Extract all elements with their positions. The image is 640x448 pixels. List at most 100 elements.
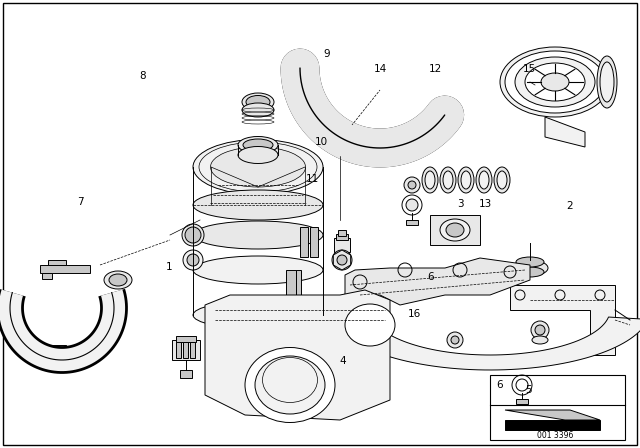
Ellipse shape [238,146,278,164]
Polygon shape [348,317,640,370]
Ellipse shape [104,271,132,289]
Bar [490,375,625,440]
Ellipse shape [541,73,569,91]
Ellipse shape [505,51,605,113]
Ellipse shape [446,223,464,237]
Bar [172,340,200,360]
Ellipse shape [243,314,283,332]
Ellipse shape [458,167,474,193]
Text: 6: 6 [427,272,433,282]
Bar [42,358,52,364]
Bar [406,220,418,225]
Ellipse shape [246,95,270,108]
Bar [48,260,66,265]
Bar [48,345,66,350]
Bar [42,273,52,279]
Text: 2: 2 [566,201,573,211]
Bar [310,227,318,257]
Polygon shape [545,117,585,147]
Ellipse shape [512,260,548,276]
Circle shape [406,199,418,211]
Bar [338,230,346,236]
Ellipse shape [255,356,325,414]
Text: 16: 16 [408,309,421,319]
Text: 9: 9 [323,49,330,59]
Ellipse shape [440,167,456,193]
Bar [183,342,188,358]
Text: 8: 8 [139,71,145,81]
Bar [286,270,296,298]
Bar [40,350,90,358]
Circle shape [531,321,549,339]
Ellipse shape [243,139,273,151]
Ellipse shape [525,63,585,101]
Ellipse shape [600,62,614,102]
Text: 10: 10 [315,138,328,147]
Circle shape [337,255,347,265]
Ellipse shape [345,304,395,346]
Ellipse shape [193,190,323,220]
Text: 12: 12 [429,65,442,74]
Text: 3: 3 [458,199,464,209]
Bar [516,399,528,404]
Polygon shape [505,410,600,420]
Ellipse shape [238,137,278,154]
Bar [176,342,181,358]
Bar [334,238,350,252]
Ellipse shape [183,250,203,270]
Ellipse shape [532,336,548,344]
Bar [180,370,192,378]
Circle shape [375,335,385,345]
Ellipse shape [479,171,489,189]
Ellipse shape [461,171,471,189]
Circle shape [447,332,463,348]
Ellipse shape [597,56,617,108]
Circle shape [185,227,201,243]
Text: 1: 1 [166,262,173,271]
Bar [300,227,308,257]
Circle shape [535,325,545,335]
Ellipse shape [494,167,510,193]
Ellipse shape [109,274,127,286]
Ellipse shape [242,93,274,111]
Polygon shape [345,258,530,305]
Ellipse shape [516,257,544,267]
Text: 4: 4 [339,356,346,366]
Circle shape [408,181,416,189]
Ellipse shape [182,224,204,246]
Ellipse shape [242,103,274,117]
Bar [176,336,196,342]
Ellipse shape [211,147,305,187]
Circle shape [337,255,347,265]
Text: 6: 6 [497,380,503,390]
Bar [336,234,348,240]
Circle shape [332,250,352,270]
Polygon shape [430,215,480,245]
Circle shape [187,254,199,266]
Text: 15: 15 [524,65,536,74]
Polygon shape [333,250,351,270]
Ellipse shape [440,219,470,241]
Ellipse shape [516,267,544,277]
Ellipse shape [245,348,335,422]
Bar [296,270,301,298]
Text: 001 3396: 001 3396 [537,431,573,439]
Polygon shape [510,285,615,355]
Bar [40,265,90,273]
Text: 14: 14 [374,65,387,74]
Ellipse shape [425,171,435,189]
Text: 5: 5 [525,385,531,395]
Ellipse shape [193,256,323,284]
Polygon shape [205,290,390,420]
Ellipse shape [497,171,507,189]
Bar [190,342,195,358]
Polygon shape [505,420,600,430]
Ellipse shape [193,301,323,329]
Text: 13: 13 [479,199,492,209]
Circle shape [371,331,389,349]
Ellipse shape [199,142,317,192]
Circle shape [404,177,420,193]
Text: 7: 7 [77,197,83,207]
Ellipse shape [193,221,323,249]
Ellipse shape [476,167,492,193]
